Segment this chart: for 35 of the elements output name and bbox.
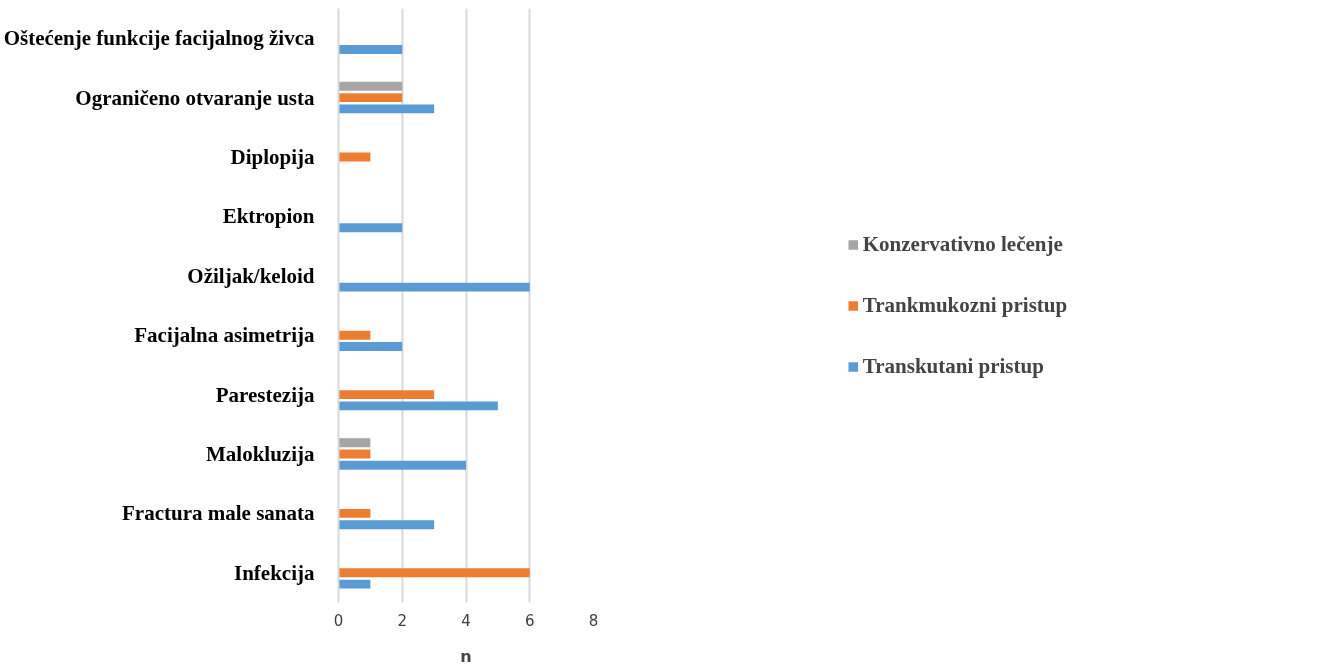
y-tick-label: Ožiljak/keloid xyxy=(187,263,315,288)
x-axis-title: n xyxy=(460,646,472,666)
x-tick-label: 0 xyxy=(333,611,344,630)
y-tick-label: Infekcija xyxy=(234,560,315,585)
bar xyxy=(338,81,403,91)
bar xyxy=(338,342,403,351)
bar xyxy=(338,508,371,518)
x-tick-label: 6 xyxy=(524,611,535,630)
bar xyxy=(338,104,435,114)
bar xyxy=(338,579,371,589)
bar xyxy=(338,401,498,411)
y-tick-label: Fractura male sanata xyxy=(122,501,315,526)
legend-label: Trankmukozni pristup xyxy=(862,292,1068,318)
x-tick-label: 4 xyxy=(461,611,471,630)
y-tick-label: Parestezija xyxy=(215,382,315,407)
bar xyxy=(338,93,403,103)
bar xyxy=(338,330,371,340)
bar xyxy=(338,223,403,233)
x-tick-label: 8 xyxy=(588,611,599,630)
bar xyxy=(338,45,403,54)
bar xyxy=(338,460,466,470)
bar xyxy=(338,520,435,530)
y-tick-label: Malokluzija xyxy=(206,442,315,466)
bar xyxy=(338,390,435,400)
y-tick-label: Oštećenje funkcije facijalnog živca xyxy=(3,26,315,51)
bar xyxy=(338,568,530,578)
bar xyxy=(338,282,530,292)
y-tick-label: Ograničeno otvaranje usta xyxy=(75,85,315,110)
x-tick-label: 2 xyxy=(397,611,408,630)
legend-label: Konzervativno lečenje xyxy=(862,231,1063,257)
legend-label: Transkutani pristup xyxy=(862,353,1044,379)
y-tick-label: Ektropion xyxy=(222,204,315,229)
bar xyxy=(338,438,371,448)
y-tick-label: Diplopija xyxy=(230,145,315,169)
y-tick-label: Facijalna asimetrija xyxy=(134,323,315,348)
